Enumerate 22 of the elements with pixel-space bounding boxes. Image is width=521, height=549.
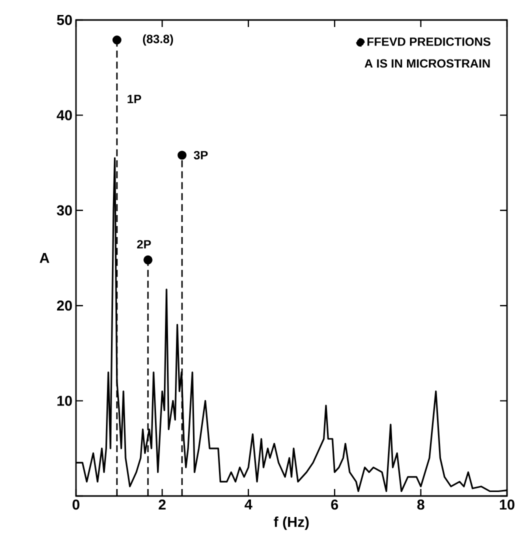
annotation: (83.8)	[142, 34, 174, 46]
annotation: 2P	[137, 240, 151, 248]
point	[178, 150, 187, 160]
x-axis-title: f (Hz)	[274, 516, 309, 530]
x-tick-label: 2	[158, 500, 166, 510]
annotation: 3P	[194, 150, 208, 160]
annotation: A IS IN MICROSTRAIN	[364, 59, 490, 68]
y-tick-label: 30	[56, 205, 72, 216]
x-tick-label: 6	[331, 500, 338, 510]
y-tick-label: 40	[56, 110, 72, 120]
y-tick-label: 20	[57, 300, 72, 311]
annotation: 1P	[128, 94, 142, 104]
point	[112, 36, 122, 44]
point	[143, 255, 152, 264]
x-tick-label: 4	[244, 500, 252, 510]
x-tick-label: 10	[500, 500, 514, 510]
legend-label: FFEVD PREDICTIONS	[367, 37, 490, 46]
x-tick-label: 8	[417, 500, 424, 510]
y-axis-title: A	[40, 253, 50, 263]
y-tick-label: 10	[57, 396, 72, 406]
x-tick-label: 0	[72, 500, 80, 510]
y-tick-label: 50	[56, 14, 72, 26]
